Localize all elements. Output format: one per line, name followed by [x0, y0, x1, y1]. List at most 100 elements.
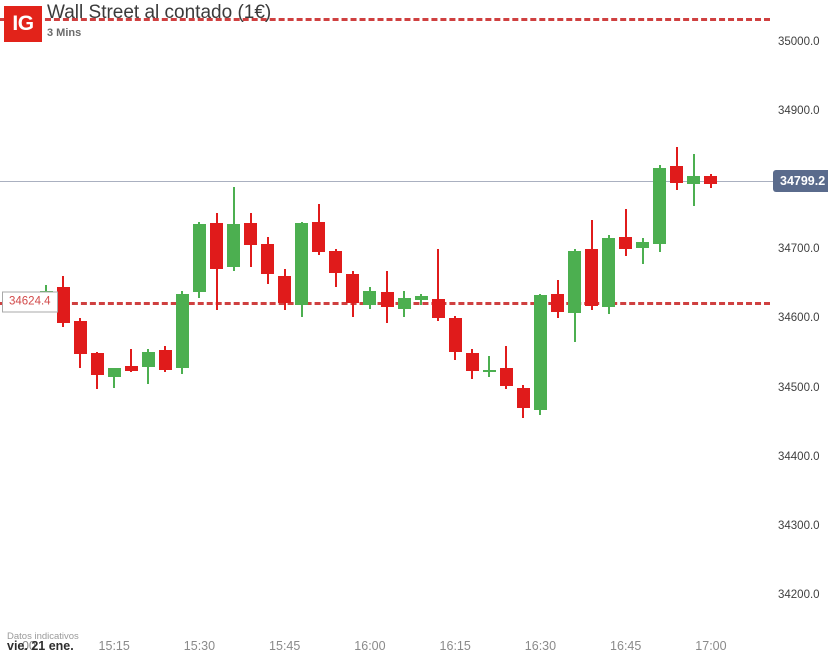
candle-body — [636, 242, 650, 248]
time-axis-tick: 16:30 — [524, 639, 557, 653]
candle-body — [158, 350, 172, 370]
candlestick[interactable] — [551, 0, 564, 630]
candlestick[interactable] — [107, 0, 121, 630]
candle-wick — [624, 209, 627, 257]
candle-body — [380, 292, 394, 308]
candle-body — [295, 222, 309, 305]
candlestick[interactable] — [636, 0, 650, 630]
candlestick[interactable] — [568, 0, 582, 630]
candle-body — [551, 293, 564, 312]
alert-price-badge[interactable]: 34624.4 — [2, 291, 58, 313]
candle-body — [363, 290, 377, 305]
candle-body — [192, 224, 206, 293]
time-axis-tick: 00 — [21, 639, 36, 653]
candle-body — [244, 222, 258, 246]
candlestick[interactable] — [56, 0, 70, 630]
candle-body — [397, 297, 411, 309]
candle-wick — [437, 249, 440, 322]
candlestick[interactable] — [619, 0, 633, 630]
candle-body — [448, 318, 462, 352]
candlestick[interactable] — [90, 0, 104, 630]
candlestick[interactable] — [431, 0, 445, 630]
candle-wick — [505, 346, 508, 390]
candle-wick — [113, 368, 116, 388]
current-price-badge[interactable]: 34799.2 — [773, 169, 828, 192]
candlestick[interactable] — [141, 0, 155, 630]
candle-body — [670, 166, 684, 183]
candlestick[interactable] — [602, 0, 616, 630]
candlestick[interactable] — [704, 0, 718, 630]
price-axis-tick: 35000.0 — [778, 35, 820, 48]
candlestick[interactable] — [414, 0, 428, 630]
time-axis-tick: 16:00 — [354, 639, 386, 653]
candle-body — [278, 275, 292, 304]
candle-wick — [488, 355, 491, 377]
candlestick[interactable] — [158, 0, 172, 630]
candlestick[interactable] — [346, 0, 360, 630]
candle-body — [56, 287, 70, 323]
candlestick[interactable] — [448, 0, 462, 630]
candlestick[interactable] — [380, 0, 394, 630]
chart-timeframe-label: 3 Mins — [47, 27, 82, 39]
candle-body — [585, 249, 599, 306]
candlestick[interactable] — [278, 0, 292, 630]
candle-body — [346, 274, 360, 304]
candle-body — [602, 238, 616, 308]
time-axis-tick: 15:45 — [269, 639, 301, 653]
candlestick[interactable] — [261, 0, 275, 630]
candle-wick — [641, 238, 644, 265]
candlestick[interactable] — [73, 0, 87, 630]
candlestick[interactable] — [295, 0, 309, 630]
candlestick[interactable] — [227, 0, 241, 630]
candlestick[interactable] — [499, 0, 513, 630]
price-axis-tick: 34500.0 — [778, 381, 820, 394]
candlestick[interactable] — [39, 0, 53, 630]
candlestick[interactable] — [670, 0, 684, 630]
candlestick[interactable] — [585, 0, 599, 630]
price-axis-tick: 34900.0 — [778, 104, 820, 117]
candle-body — [704, 175, 718, 185]
candlestick[interactable] — [653, 0, 667, 630]
price-axis-tick: 34400.0 — [778, 450, 820, 463]
candlestick[interactable] — [192, 0, 206, 630]
candle-body — [414, 296, 428, 301]
time-axis-tick: 16:15 — [439, 639, 471, 653]
candle-body — [73, 321, 87, 355]
candlestick[interactable] — [533, 0, 547, 630]
candlestick[interactable] — [312, 0, 326, 630]
time-axis[interactable]: 00 15:15 15:30 15:45 16:00 16:15 16:30 16:45 17:… — [0, 630, 828, 663]
candle-body — [124, 365, 138, 372]
price-axis-tick: 34600.0 — [778, 312, 820, 325]
candle-body — [499, 368, 513, 387]
candlestick[interactable] — [210, 0, 223, 630]
candle-body — [210, 222, 223, 269]
candlestick[interactable] — [516, 0, 530, 630]
candlestick[interactable] — [363, 0, 377, 630]
candle-body — [516, 387, 530, 409]
candle-body — [533, 294, 547, 410]
candlestick[interactable] — [465, 0, 479, 630]
candlestick[interactable] — [687, 0, 701, 630]
time-axis-tick: 15:30 — [183, 639, 216, 653]
time-axis-tick: 15:15 — [98, 639, 130, 653]
price-axis-tick: 34300.0 — [778, 520, 820, 533]
page-title: Wall Street al contado (1€) — [47, 2, 272, 23]
candlestick[interactable] — [397, 0, 411, 630]
price-axis[interactable]: 35000.0 34900.0 34700.0 34600.0 34500.0 34400… — [770, 0, 828, 630]
time-axis-tick: 17:00 — [695, 639, 727, 653]
candlestick[interactable] — [329, 0, 343, 630]
candle-body — [107, 368, 121, 377]
candle-body — [312, 221, 326, 252]
candlestick[interactable] — [175, 0, 189, 630]
candlestick[interactable] — [482, 0, 496, 630]
candle-body — [465, 353, 479, 372]
candle-body — [653, 167, 667, 244]
candle-body — [687, 175, 701, 185]
candlestick[interactable] — [244, 0, 258, 630]
time-axis-tick: 16:45 — [610, 639, 642, 653]
upper-dashed-line — [0, 18, 770, 21]
candlestick[interactable] — [124, 0, 138, 630]
chart-plot-area[interactable] — [0, 0, 770, 630]
candle-body — [261, 243, 275, 275]
